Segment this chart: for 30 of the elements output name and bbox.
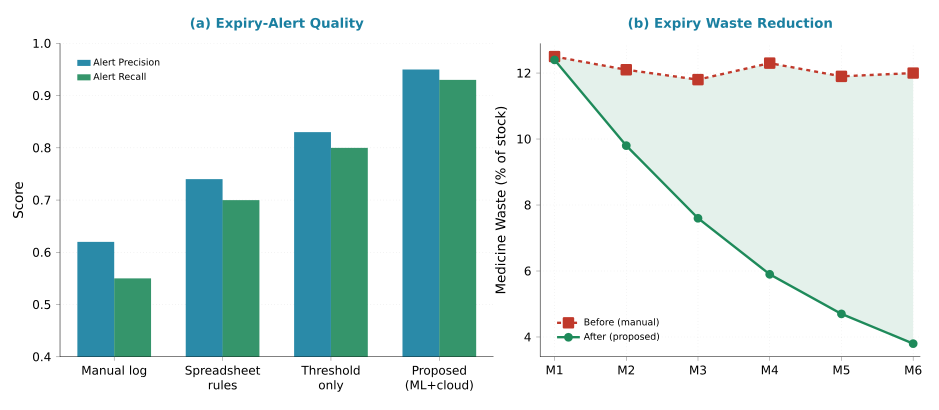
y-tick-label: 0.8 <box>33 143 50 152</box>
y-axis-title: Medicine Waste (% of stock) <box>495 106 508 294</box>
y-tick-label: 0.9 <box>33 90 50 100</box>
x-tick-label: Proposed (ML+cloud) <box>406 365 473 391</box>
y-tick-label: 0.5 <box>33 300 50 310</box>
x-tick-label: M1 <box>546 365 562 374</box>
legend-label: Alert Precision <box>93 58 160 66</box>
chart-title: (b) Expiry Waste Reduction <box>628 18 832 31</box>
legend-label: Alert Recall <box>93 72 146 80</box>
y-tick-label: 6 <box>524 266 531 276</box>
legend-label: After (proposed) <box>584 332 660 342</box>
y-axis-title: Score <box>12 182 24 218</box>
x-tick-label: Threshold only <box>301 365 360 392</box>
y-tick-label: 0.4 <box>33 352 51 362</box>
x-tick-label: M2 <box>618 365 634 374</box>
y-tick-label: 12 <box>518 68 530 78</box>
x-tick-label: Manual log <box>82 365 146 378</box>
y-tick-label: 4 <box>524 332 531 342</box>
y-tick-label: 0.6 <box>33 248 51 257</box>
x-tick-label: M4 <box>762 365 778 374</box>
legend-label: Before (manual) <box>584 318 659 327</box>
y-tick-label: 8 <box>524 200 531 210</box>
y-tick-label: 0.7 <box>33 195 50 205</box>
x-tick-label: M6 <box>905 365 922 375</box>
y-tick-label: 1.0 <box>34 38 51 48</box>
chart-title: (a) Expiry-Alert Quality <box>190 18 364 31</box>
y-tick-label: 10 <box>518 134 531 144</box>
x-tick-label: M3 <box>690 365 706 375</box>
x-tick-label: Spreadsheet rules <box>186 365 260 390</box>
x-tick-label: M5 <box>834 365 850 374</box>
